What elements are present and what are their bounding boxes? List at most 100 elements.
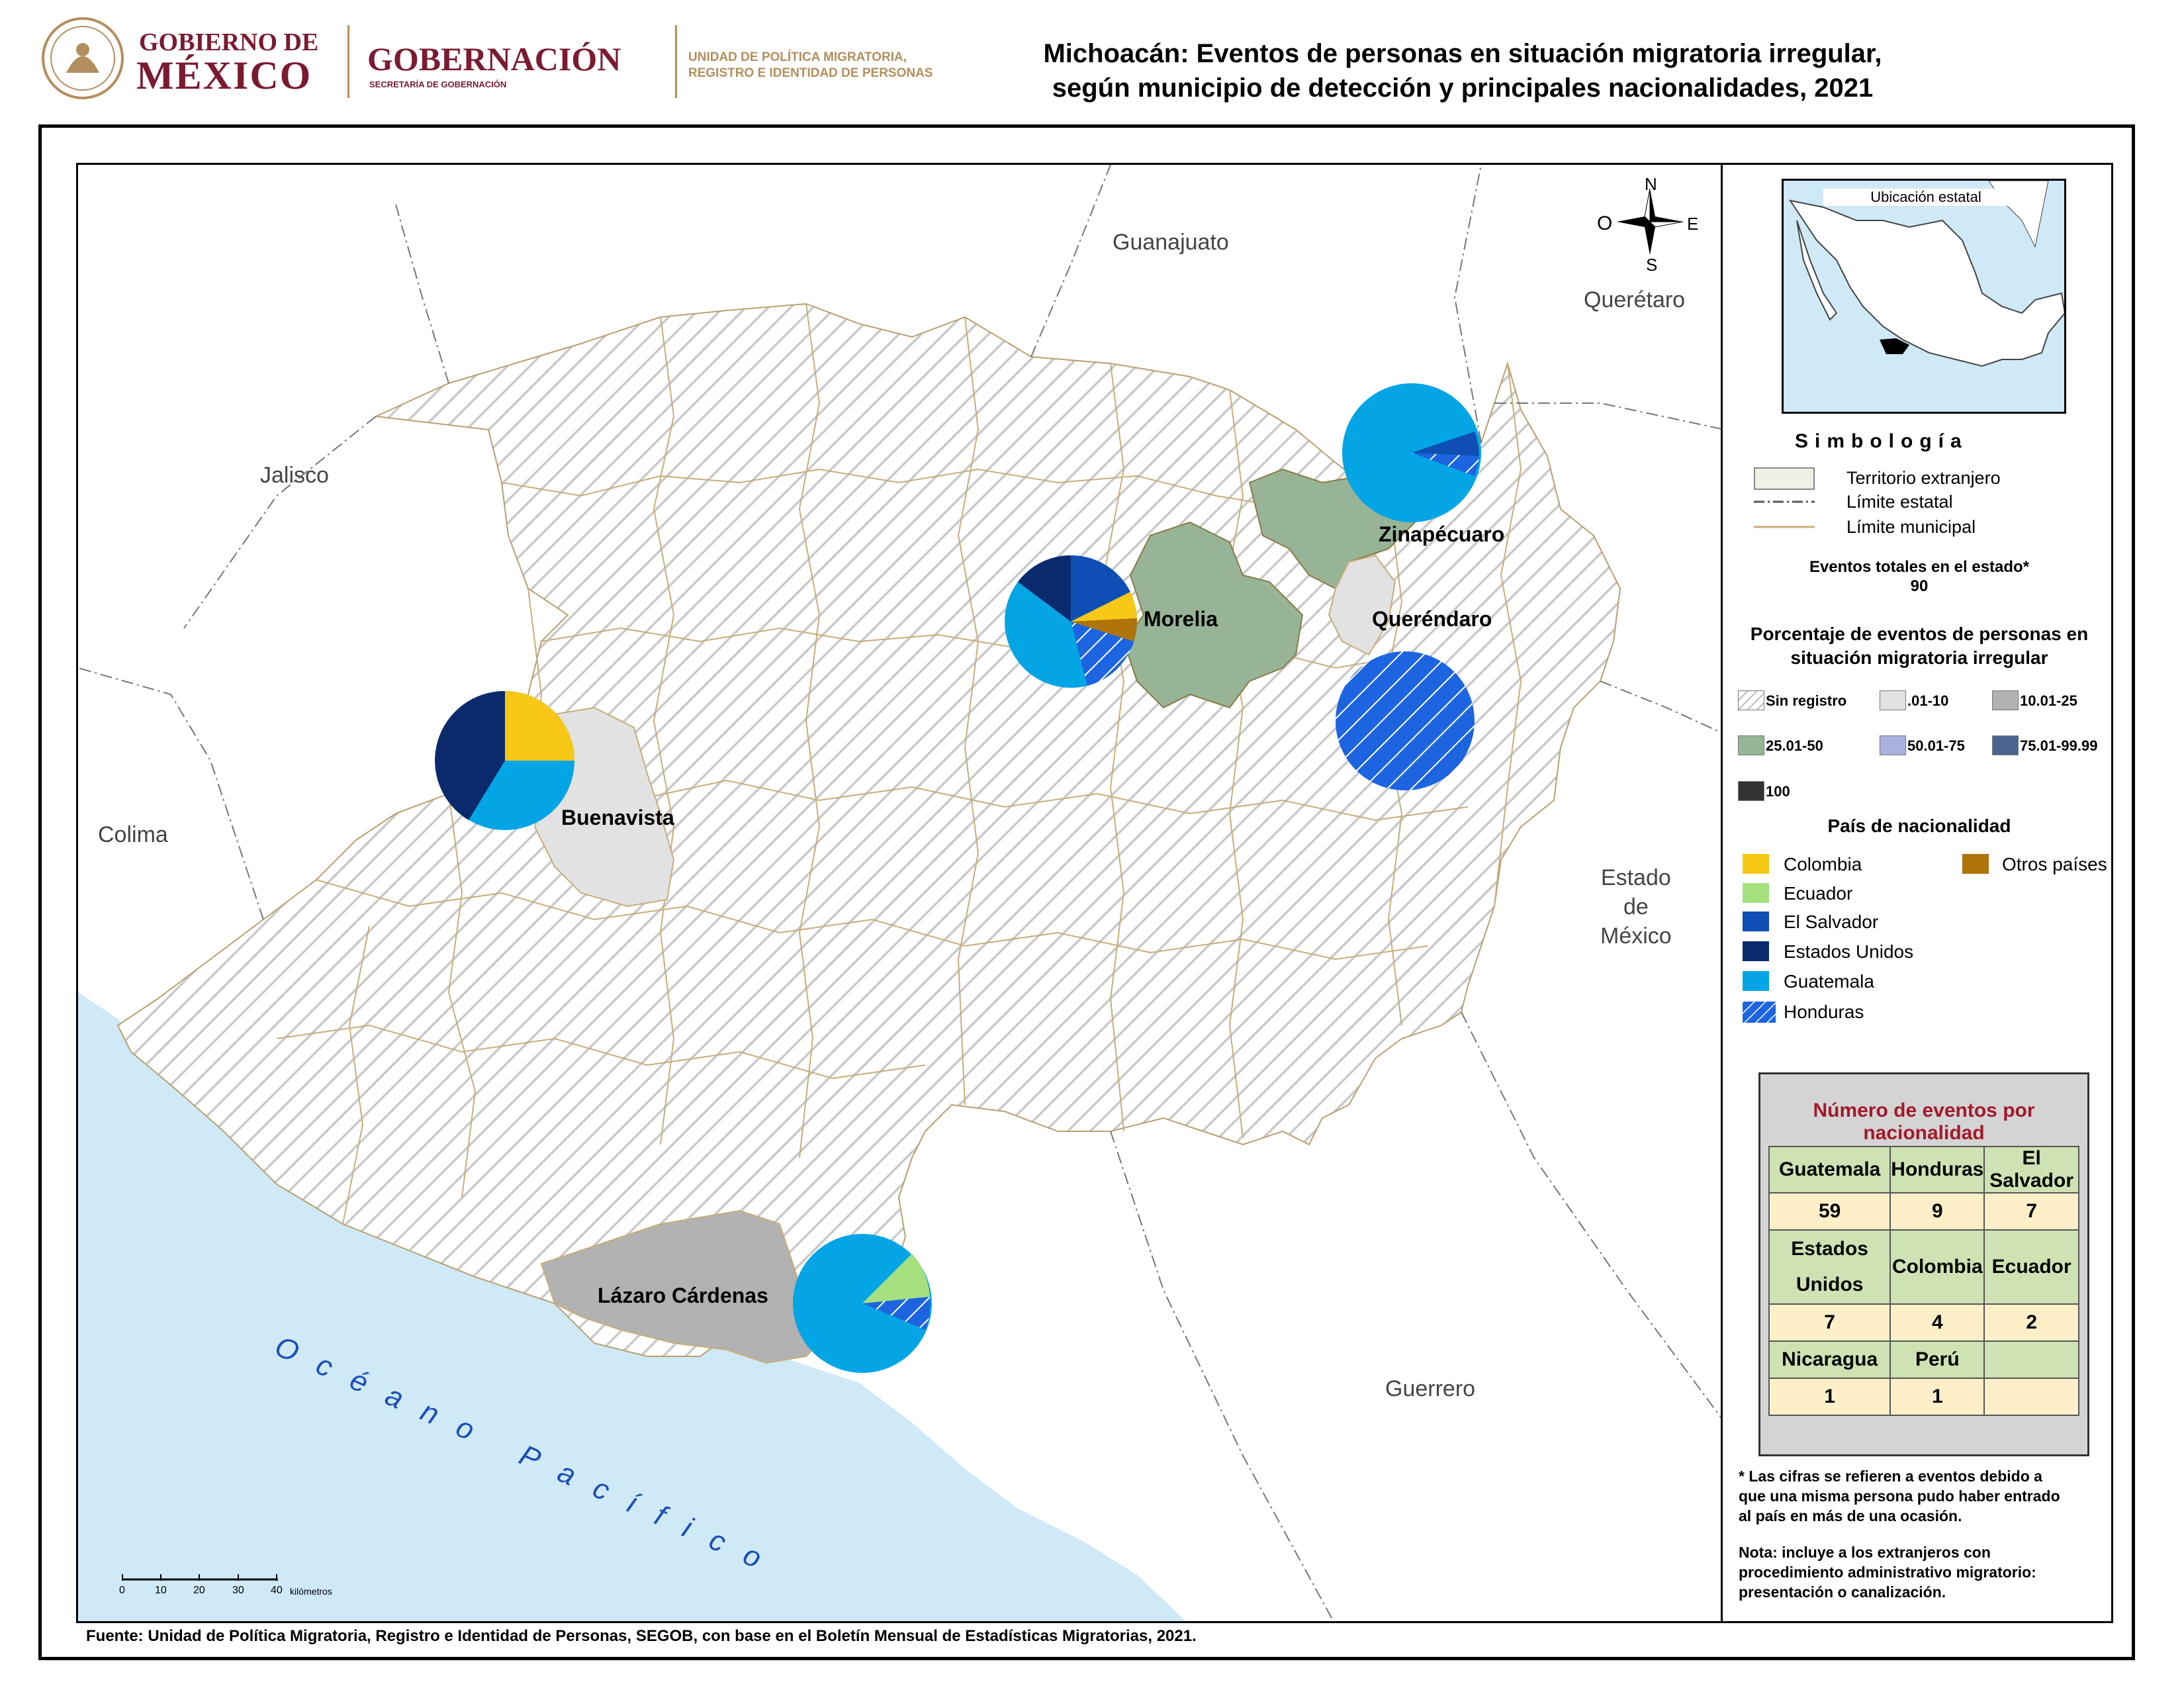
gov-line1: GOBIERNO DE <box>139 28 319 56</box>
pie-buenavista <box>435 690 574 830</box>
label-otros: Otros países <box>2002 854 2107 874</box>
pie-lazaro-cardenas <box>793 1234 932 1373</box>
source-note: Fuente: Unidad de Política Migratoria, R… <box>86 1627 1197 1645</box>
table-cell: 2 <box>1983 1303 2079 1342</box>
counts-box: Número de eventos por nacionalidad Guate… <box>1758 1072 2089 1456</box>
label-territorio: Territorio extranjero <box>1846 468 2001 488</box>
compass-rose: N S O E <box>1597 174 1703 275</box>
label-ecuador: Ecuador <box>1784 883 1853 904</box>
pct-title-line1: Porcentaje de eventos de personas en <box>1750 624 2089 644</box>
legend-panel <box>1723 163 2113 1623</box>
footnote-1-line1: * Las cifras se refieren a eventos debid… <box>1739 1468 2042 1485</box>
label-colombia: Colombia <box>1784 854 1862 874</box>
unit-line2: REGISTRO E IDENTIDAD DE PERSONAS <box>688 66 933 80</box>
map-canvas <box>78 165 1721 1621</box>
label-limite-municipal: Límite municipal <box>1846 517 1976 537</box>
label-jalisco: Jalisco <box>260 463 329 488</box>
line-estatal-icon <box>1754 500 1815 503</box>
title-line2: según municipio de detección y principal… <box>1052 73 1874 103</box>
label-estados-unidos: Estados Unidos <box>1784 941 1914 962</box>
label-25-50: 25.01-50 <box>1766 737 1823 754</box>
pie-morelia <box>1005 555 1138 688</box>
ministry-sub: SECRETARÍA DE GOBERNACIÓN <box>369 79 507 89</box>
label-queretaro: Querétaro <box>1584 287 1686 312</box>
compass-s: S <box>1646 255 1658 275</box>
table-cell: 9 <box>1889 1192 1985 1231</box>
table-cell: 7 <box>1768 1303 1891 1342</box>
map-area: Guanajuato Querétaro Jalisco Colima Esta… <box>76 163 1723 1623</box>
scale-tick-10: 10 <box>155 1585 167 1596</box>
header-divider-2 <box>675 25 677 98</box>
scale-bar: 0 10 20 30 40 kilómetros <box>119 1571 384 1605</box>
mexico-seal-icon <box>42 17 124 99</box>
table-cell: 1 <box>1889 1378 1985 1416</box>
inset-mexico-outline <box>1788 181 2064 367</box>
table-cell: Ecuador <box>1983 1229 2079 1305</box>
label-zinapecuaro: Zinapécuaro <box>1379 522 1505 546</box>
line-municipal-icon <box>1754 526 1815 528</box>
compass-icon <box>1617 189 1683 255</box>
swatch-75-99 <box>1992 735 2019 755</box>
scale-tick-40: 40 <box>271 1585 283 1596</box>
state-limits <box>78 165 1721 1621</box>
label-100: 100 <box>1766 783 1790 800</box>
querendaro-municipality <box>1328 554 1396 656</box>
scale-tick-0: 0 <box>119 1585 125 1596</box>
footnote-2-line1: Nota: incluye a los extranjeros con <box>1739 1544 1991 1561</box>
title-line1: Michoacán: Eventos de personas en situac… <box>1043 39 1882 68</box>
label-limite-estatal: Límite estatal <box>1846 492 1953 512</box>
table-cell: Nicaragua <box>1768 1340 1891 1379</box>
counts-table: Guatemala Honduras El Salvador 59 9 7 Es… <box>1768 1146 2079 1416</box>
unit-line1: UNIDAD DE POLÍTICA MIGRATORIA, <box>688 50 907 64</box>
table-cell: 7 <box>1983 1192 2079 1231</box>
estado-line2: de <box>1623 894 1649 919</box>
ministry-name: GOBERNACIÓN <box>367 40 621 77</box>
header-logos: GOBIERNO DE MÉXICO GOBERNACIÓN SECRETARÍ… <box>40 13 966 106</box>
total-events-value: 90 <box>1910 577 1929 595</box>
label-morelia: Morelia <box>1144 607 1218 631</box>
scale-bar-graphic <box>122 1574 278 1581</box>
footnote-1-line2: que una misma persona pudo haber entrado <box>1739 1487 2060 1505</box>
table-cell <box>1983 1378 2079 1416</box>
table-row: 59 9 7 <box>1768 1192 2079 1231</box>
label-buenavista: Buenavista <box>561 806 674 829</box>
swatch-100 <box>1738 781 1764 801</box>
table-cell <box>1983 1340 2079 1379</box>
pct-title: Porcentaje de eventos de personas en sit… <box>1727 622 2111 670</box>
swatch-colombia <box>1743 854 1769 874</box>
page-title: Michoacán: Eventos de personas en situac… <box>900 36 2025 105</box>
table-cell: 59 <box>1768 1192 1891 1231</box>
table-cell: El Salvador <box>1983 1146 2079 1194</box>
label-honduras: Honduras <box>1784 1002 1864 1022</box>
label-lazaro-cardenas: Lázaro Cárdenas <box>598 1284 768 1307</box>
table-cell: Honduras <box>1889 1146 1985 1194</box>
table-row: 7 4 2 <box>1768 1303 2079 1342</box>
inset-title: Ubicación estatal <box>1823 189 2028 206</box>
swatch-honduras <box>1743 1002 1776 1023</box>
label-01-10: .01-10 <box>1907 692 1949 709</box>
estado-line3: México <box>1600 923 1672 949</box>
label-50-75: 50.01-75 <box>1907 737 1965 754</box>
label-el-salvador: El Salvador <box>1784 912 1879 932</box>
label-colima: Colima <box>98 822 168 847</box>
swatch-el-salvador <box>1743 912 1769 931</box>
footnote-2-line2: procedimiento administrativo migratorio: <box>1739 1564 2036 1581</box>
table-cell: Perú <box>1889 1340 1985 1379</box>
table-row: 1 1 <box>1768 1378 2079 1416</box>
swatch-otros <box>1962 854 1989 874</box>
scale-tick-20: 20 <box>193 1585 205 1596</box>
swatch-10-25 <box>1992 690 2019 710</box>
gov-line2: MÉXICO <box>136 54 312 97</box>
pie-zinapecuaro <box>1342 383 1481 522</box>
compass-o: O <box>1597 212 1613 234</box>
table-row: Guatemala Honduras El Salvador <box>1768 1146 2079 1194</box>
label-guerrero: Guerrero <box>1385 1376 1476 1401</box>
table-row: Estados Unidos Colombia Ecuador <box>1768 1229 2079 1305</box>
footnote-2-line3: presentación o canalización. <box>1739 1583 1946 1601</box>
pie-querendaro <box>1336 651 1475 790</box>
compass-n: N <box>1645 174 1657 194</box>
swatch-50-75 <box>1880 735 1906 755</box>
label-10-25: 10.01-25 <box>2020 692 2077 709</box>
swatch-25-50 <box>1738 735 1764 755</box>
swatch-estados-unidos <box>1743 941 1769 961</box>
